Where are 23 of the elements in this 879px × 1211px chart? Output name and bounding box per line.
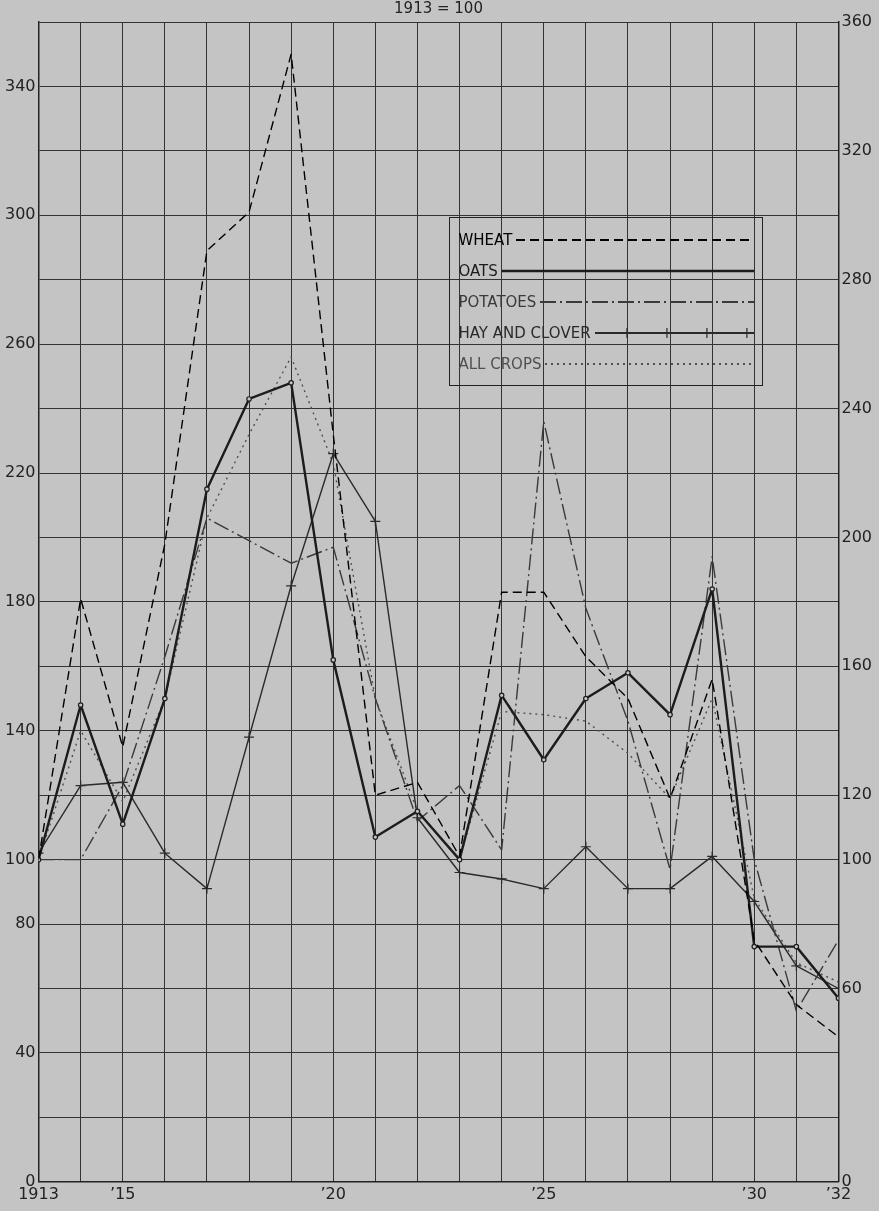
x-tick-label: ’15 (110, 1183, 136, 1203)
y-tick-label: 260 (4, 333, 36, 353)
y-tick-label: 300 (4, 204, 36, 224)
y-tick-label: 180 (4, 591, 36, 611)
y2-tick-label: 100 (841, 848, 873, 868)
x-tick-label: ’25 (531, 1183, 557, 1203)
y-tick-label: 40 (15, 1042, 36, 1062)
y2-tick-label: 240 (841, 397, 873, 417)
y2-tick-label: 60 (841, 977, 862, 997)
y2-tick-label: 360 (841, 11, 873, 31)
y-tick-label: 220 (4, 462, 36, 482)
x-tick-label: ’30 (741, 1183, 767, 1203)
y2-tick-label: 280 (841, 268, 873, 288)
y-tick-label: 100 (4, 848, 36, 868)
x-tick-label: ’20 (320, 1183, 346, 1203)
y2-tick-label: 200 (841, 526, 873, 546)
y-tick-label: 140 (4, 719, 36, 739)
y2-tick-label: 160 (841, 655, 873, 675)
y2-tick-label: 120 (841, 784, 873, 804)
y2-tick-label: 320 (841, 140, 873, 160)
y-tick-label: 340 (4, 75, 36, 95)
y-tick-label: 80 (15, 913, 36, 933)
chart-title: 1913 = 100 (394, 0, 483, 17)
